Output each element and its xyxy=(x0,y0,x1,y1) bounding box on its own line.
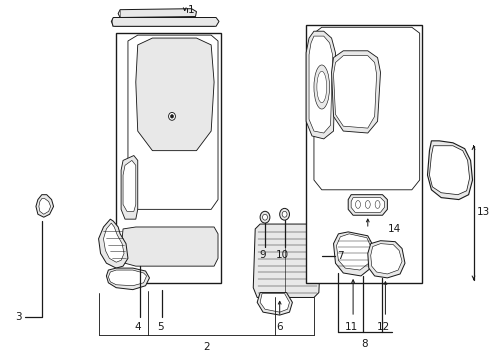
Polygon shape xyxy=(106,268,149,290)
Ellipse shape xyxy=(280,208,290,220)
Polygon shape xyxy=(123,161,136,211)
Ellipse shape xyxy=(260,211,270,223)
Polygon shape xyxy=(371,244,402,274)
Ellipse shape xyxy=(263,214,268,220)
Polygon shape xyxy=(116,33,221,283)
Polygon shape xyxy=(309,36,333,133)
Ellipse shape xyxy=(314,65,330,109)
Polygon shape xyxy=(260,293,290,312)
Text: 1: 1 xyxy=(188,5,195,15)
Polygon shape xyxy=(136,38,214,150)
Text: 9: 9 xyxy=(260,251,267,261)
Polygon shape xyxy=(348,195,388,215)
Text: 4: 4 xyxy=(134,322,141,332)
Polygon shape xyxy=(332,51,381,133)
Polygon shape xyxy=(128,35,218,210)
Text: 5: 5 xyxy=(157,322,164,332)
Polygon shape xyxy=(121,156,138,219)
Text: 12: 12 xyxy=(377,322,390,332)
Polygon shape xyxy=(36,195,53,217)
Polygon shape xyxy=(257,293,293,315)
Polygon shape xyxy=(337,234,372,270)
Polygon shape xyxy=(98,219,128,268)
Text: 8: 8 xyxy=(362,339,368,348)
Ellipse shape xyxy=(282,211,287,217)
Text: 14: 14 xyxy=(388,224,401,234)
Polygon shape xyxy=(111,18,219,26)
Ellipse shape xyxy=(169,112,175,120)
Ellipse shape xyxy=(171,114,173,118)
Polygon shape xyxy=(334,232,375,276)
Polygon shape xyxy=(427,141,472,199)
Text: 6: 6 xyxy=(276,322,283,332)
Text: 13: 13 xyxy=(476,207,490,217)
Polygon shape xyxy=(334,56,377,128)
Ellipse shape xyxy=(317,71,327,103)
Polygon shape xyxy=(103,223,124,262)
Ellipse shape xyxy=(356,201,361,208)
Text: 3: 3 xyxy=(16,312,22,322)
Polygon shape xyxy=(306,31,336,139)
Polygon shape xyxy=(306,25,421,283)
Text: 7: 7 xyxy=(338,251,344,261)
Polygon shape xyxy=(253,224,322,297)
Polygon shape xyxy=(429,146,469,195)
Polygon shape xyxy=(121,227,218,266)
Text: 2: 2 xyxy=(203,342,210,352)
Text: 10: 10 xyxy=(276,251,289,261)
Polygon shape xyxy=(108,270,147,286)
Polygon shape xyxy=(39,199,50,214)
Polygon shape xyxy=(314,27,419,190)
Text: 11: 11 xyxy=(344,322,358,332)
Polygon shape xyxy=(368,241,405,278)
Ellipse shape xyxy=(375,201,380,208)
Polygon shape xyxy=(118,9,196,18)
Ellipse shape xyxy=(366,201,370,208)
Polygon shape xyxy=(351,198,385,212)
